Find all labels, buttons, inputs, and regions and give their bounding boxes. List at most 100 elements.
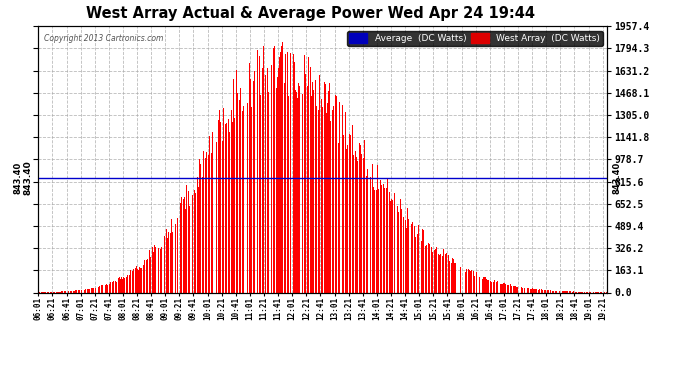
Bar (302, 94, 303, 292)
Bar (92, 288, 93, 292)
Bar (564, 291, 565, 292)
Bar (377, 165, 378, 292)
Bar (143, 265, 144, 292)
Bar (384, 188, 385, 292)
Bar (231, 110, 232, 292)
Bar (454, 263, 455, 292)
Text: 843.40: 843.40 (613, 162, 622, 194)
Bar (517, 287, 518, 292)
Bar (559, 291, 560, 292)
Bar (274, 45, 275, 292)
Bar (406, 228, 407, 292)
Bar (270, 41, 271, 292)
Bar (135, 268, 136, 292)
Bar (558, 291, 559, 292)
Bar (542, 290, 543, 292)
Bar (357, 161, 358, 292)
Bar (152, 247, 153, 292)
Bar (431, 251, 432, 292)
Bar (218, 120, 219, 292)
Bar (483, 277, 484, 292)
Bar (524, 288, 525, 292)
Bar (397, 218, 398, 292)
Bar (76, 290, 77, 292)
Bar (203, 151, 204, 292)
Bar (445, 254, 446, 292)
Bar (502, 284, 503, 292)
Bar (438, 254, 439, 292)
Bar (184, 197, 185, 292)
Bar (562, 291, 563, 292)
Bar (153, 252, 154, 292)
Bar (241, 111, 242, 292)
Bar (462, 268, 463, 292)
Bar (137, 269, 138, 292)
Bar (268, 85, 269, 292)
Bar (495, 282, 496, 292)
Bar (285, 54, 286, 292)
Bar (315, 80, 316, 292)
Bar (88, 289, 89, 292)
Bar (250, 79, 251, 292)
Bar (570, 291, 571, 292)
Bar (295, 90, 296, 292)
Bar (164, 236, 165, 292)
Bar (544, 290, 545, 292)
Bar (91, 288, 92, 292)
Bar (251, 107, 252, 292)
Bar (226, 123, 227, 292)
Bar (429, 243, 430, 292)
Bar (383, 184, 384, 292)
Bar (534, 289, 535, 292)
Bar (414, 226, 415, 292)
Bar (513, 286, 514, 292)
Bar (197, 177, 198, 292)
Bar (389, 192, 390, 292)
Bar (485, 276, 486, 292)
Bar (449, 261, 450, 292)
Bar (553, 290, 554, 292)
Bar (363, 158, 364, 292)
Bar (527, 288, 529, 292)
Bar (569, 291, 570, 292)
Bar (421, 241, 422, 292)
Bar (330, 121, 331, 292)
Bar (294, 62, 295, 292)
Bar (332, 110, 333, 292)
Bar (94, 288, 95, 292)
Bar (310, 67, 311, 292)
Bar (200, 165, 201, 292)
Bar (290, 53, 291, 292)
Bar (507, 285, 508, 292)
Bar (81, 290, 82, 292)
Bar (538, 290, 539, 292)
Bar (259, 56, 260, 292)
Bar (318, 110, 319, 292)
Bar (288, 96, 289, 292)
Bar (296, 92, 297, 292)
Bar (118, 279, 119, 292)
Bar (144, 260, 145, 292)
Bar (228, 119, 229, 292)
Bar (287, 52, 288, 292)
Bar (378, 189, 379, 292)
Bar (494, 280, 495, 292)
Bar (206, 165, 207, 292)
Bar (87, 289, 88, 292)
Bar (536, 289, 537, 292)
Bar (472, 270, 473, 292)
Bar (271, 65, 272, 292)
Bar (505, 284, 506, 292)
Bar (73, 291, 74, 292)
Bar (210, 140, 211, 292)
Bar (129, 274, 130, 292)
Bar (220, 122, 221, 292)
Bar (188, 191, 189, 292)
Bar (136, 266, 137, 292)
Bar (408, 219, 409, 292)
Bar (257, 50, 258, 292)
Bar (116, 282, 117, 292)
Bar (453, 259, 454, 292)
Bar (105, 285, 106, 292)
Bar (418, 225, 419, 292)
